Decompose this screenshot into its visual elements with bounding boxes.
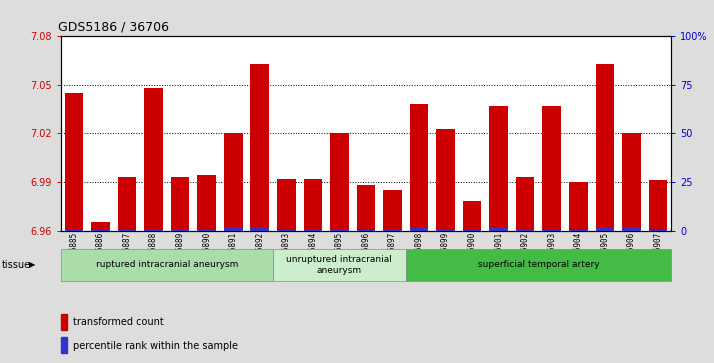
Bar: [383, 190, 402, 231]
Bar: [406, 249, 671, 281]
Bar: [622, 133, 640, 231]
Bar: [516, 229, 535, 231]
Text: GDS5186 / 36706: GDS5186 / 36706: [58, 21, 169, 34]
Bar: [91, 223, 110, 231]
Bar: [171, 177, 189, 231]
Bar: [543, 106, 561, 231]
Text: unruptured intracranial
aneurysm: unruptured intracranial aneurysm: [286, 255, 392, 275]
Bar: [330, 133, 348, 231]
Bar: [622, 228, 640, 231]
Bar: [569, 230, 588, 231]
Text: ruptured intracranial aneurysm: ruptured intracranial aneurysm: [96, 261, 238, 269]
Bar: [118, 177, 136, 231]
Bar: [410, 228, 428, 231]
Bar: [436, 129, 455, 231]
Bar: [65, 229, 84, 231]
Text: tissue: tissue: [1, 260, 31, 270]
Bar: [224, 228, 243, 231]
Bar: [224, 133, 243, 231]
Bar: [463, 201, 481, 231]
Bar: [330, 229, 348, 231]
Bar: [144, 229, 163, 231]
Bar: [383, 229, 402, 231]
Bar: [251, 228, 269, 231]
Bar: [277, 230, 296, 231]
Bar: [648, 180, 667, 231]
Bar: [273, 249, 406, 281]
Bar: [61, 249, 273, 281]
Bar: [595, 228, 614, 231]
Bar: [410, 104, 428, 231]
Bar: [197, 175, 216, 231]
Bar: [171, 229, 189, 231]
Bar: [118, 229, 136, 231]
Bar: [303, 179, 322, 231]
Text: transformed count: transformed count: [73, 317, 164, 327]
Bar: [144, 88, 163, 231]
Text: superficial temporal artery: superficial temporal artery: [478, 261, 599, 269]
Bar: [65, 93, 84, 231]
Text: percentile rank within the sample: percentile rank within the sample: [73, 340, 238, 351]
Bar: [356, 185, 376, 231]
Text: ▶: ▶: [29, 261, 35, 269]
Bar: [277, 179, 296, 231]
Bar: [543, 230, 561, 231]
Bar: [91, 230, 110, 231]
Bar: [489, 106, 508, 231]
Bar: [463, 230, 481, 231]
Bar: [489, 228, 508, 231]
Bar: [648, 230, 667, 231]
Bar: [61, 314, 67, 330]
Bar: [61, 337, 67, 353]
Bar: [516, 177, 535, 231]
Bar: [251, 64, 269, 231]
Bar: [436, 229, 455, 231]
Bar: [569, 182, 588, 231]
Bar: [197, 229, 216, 231]
Bar: [303, 229, 322, 231]
Bar: [356, 230, 376, 231]
Bar: [595, 64, 614, 231]
